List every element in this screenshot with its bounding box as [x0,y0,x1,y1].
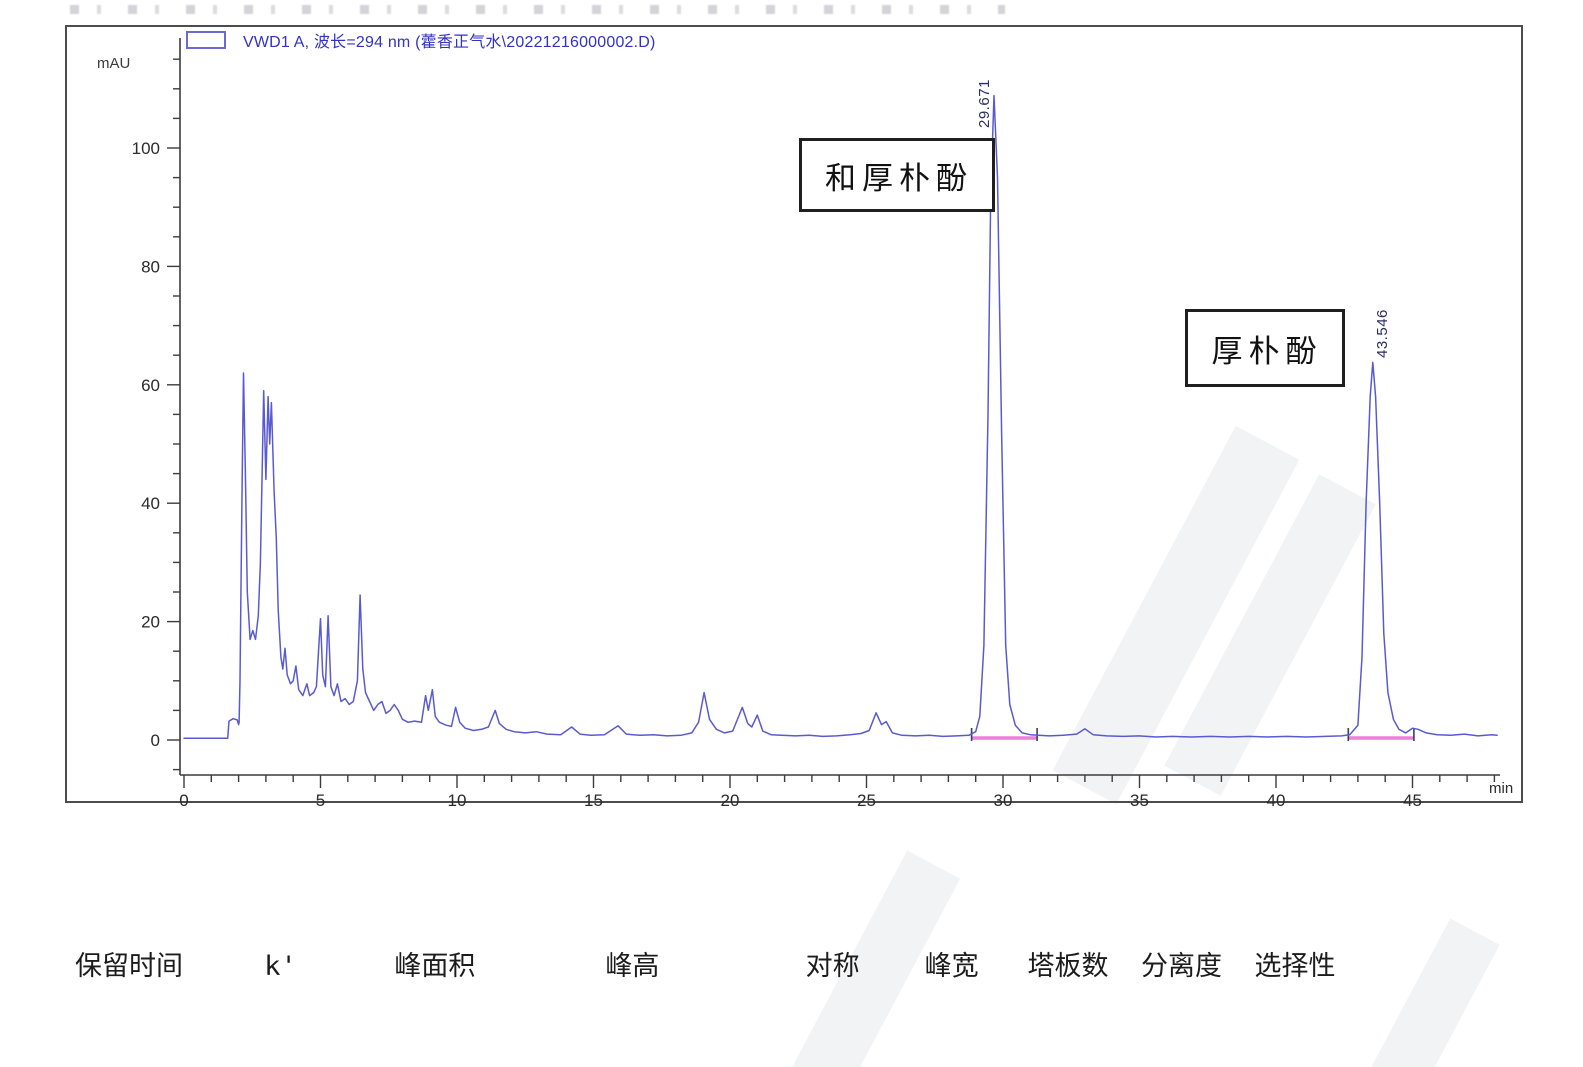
svg-text:30: 30 [994,791,1013,810]
svg-text:0: 0 [151,731,160,750]
x-axis-ticks [183,775,1496,788]
svg-text:0: 0 [179,791,188,810]
svg-text:40: 40 [141,494,160,513]
svg-text:80: 80 [141,257,160,276]
svg-text:35: 35 [1130,791,1149,810]
svg-text:10: 10 [448,791,467,810]
signal-trace [183,94,1498,739]
legend-label: VWD1 A, 波长=294 nm (藿香正气水\20221216000002.… [243,34,656,51]
peak-results-table: 保留时间 k' 峰面积 峰高 对称 峰宽 塔板数 分离度 选择性 [min] m… [75,854,1424,1067]
axes [179,38,1500,776]
blurred-text-artifact [70,5,1005,14]
svg-text:40: 40 [1267,791,1286,810]
x-axis-tick-labels: 0 5 10 15 20 25 30 35 40 45 [179,791,1422,810]
compound-label-box: 和厚朴酚 [799,138,995,212]
retention-time-label: 29.671 [976,79,993,128]
y-axis-unit-label: mAU [97,55,131,72]
y-axis-ticks [167,58,180,771]
svg-text:45: 45 [1403,791,1422,810]
x-axis-unit-label: min [1489,780,1514,797]
svg-text:100: 100 [132,139,160,158]
y-axis-tick-labels: 0 20 40 60 80 100 [132,139,160,750]
legend-swatch [186,31,226,49]
svg-text:20: 20 [721,791,740,810]
table-header-row1: 保留时间 k' 峰面积 峰高 对称 峰宽 塔板数 分离度 选择性 [75,951,1336,982]
chart-frame [65,25,1523,803]
svg-text:15: 15 [584,791,603,810]
retention-time-label: 43.546 [1374,309,1391,358]
svg-text:20: 20 [141,613,160,632]
svg-text:5: 5 [316,791,325,810]
compound-label-box: 厚朴酚 [1185,309,1345,387]
svg-text:60: 60 [141,376,160,395]
svg-text:25: 25 [857,791,876,810]
